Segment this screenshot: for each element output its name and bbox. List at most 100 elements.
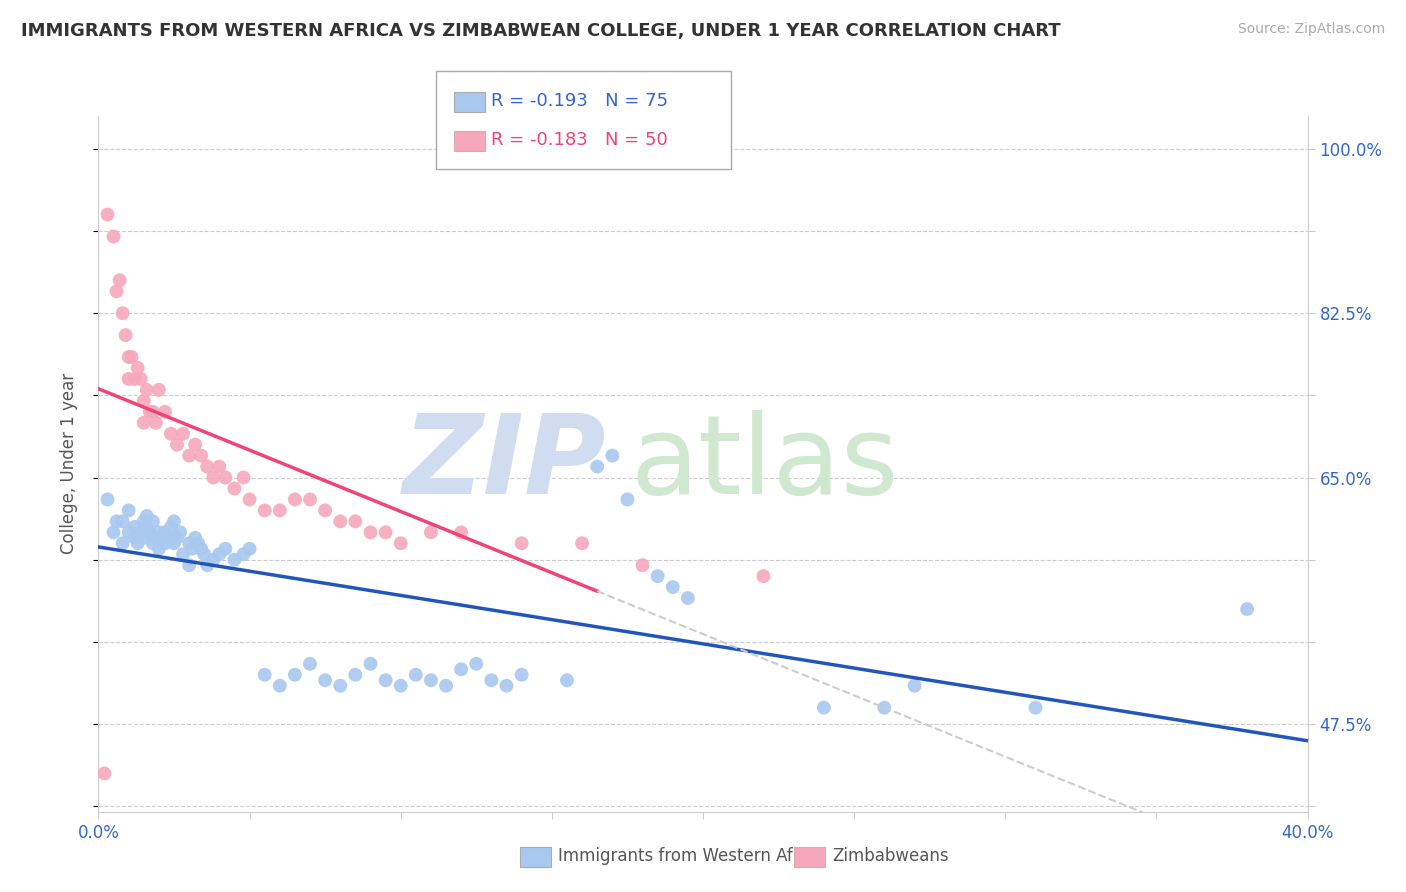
Point	[150, 531, 173, 545]
Point	[135, 520, 157, 534]
Point	[481, 673, 503, 688]
Point	[190, 541, 212, 556]
Point	[127, 361, 149, 376]
Point	[142, 405, 165, 419]
Point	[616, 492, 638, 507]
Point	[510, 667, 533, 681]
Point	[434, 679, 457, 693]
Point	[172, 547, 194, 561]
Point	[1024, 700, 1046, 714]
Point	[873, 700, 896, 714]
Point	[179, 449, 201, 463]
Point	[153, 525, 176, 540]
Point	[202, 552, 225, 566]
Point	[118, 525, 141, 540]
Point	[139, 405, 162, 419]
Point	[148, 525, 170, 540]
Point	[96, 208, 118, 222]
Point	[314, 503, 336, 517]
Point	[269, 679, 291, 693]
Point	[132, 416, 155, 430]
Point	[118, 350, 141, 364]
Point	[108, 273, 131, 287]
Point	[114, 328, 136, 343]
Point	[148, 541, 170, 556]
Point	[142, 536, 165, 550]
Point	[208, 459, 231, 474]
Point	[132, 393, 155, 408]
Text: ZIP: ZIP	[402, 410, 606, 517]
Point	[299, 492, 322, 507]
Point	[129, 372, 152, 386]
Y-axis label: College, Under 1 year: College, Under 1 year	[59, 373, 77, 555]
Text: Source: ZipAtlas.com: Source: ZipAtlas.com	[1237, 22, 1385, 37]
Point	[139, 525, 162, 540]
Point	[253, 503, 276, 517]
Point	[153, 536, 176, 550]
Text: Zimbabweans: Zimbabweans	[832, 847, 949, 865]
Point	[127, 536, 149, 550]
Point	[631, 558, 654, 573]
Point	[124, 531, 146, 545]
Point	[105, 514, 128, 528]
Point	[224, 482, 246, 496]
Point	[360, 525, 382, 540]
Text: IMMIGRANTS FROM WESTERN AFRICA VS ZIMBABWEAN COLLEGE, UNDER 1 YEAR CORRELATION C: IMMIGRANTS FROM WESTERN AFRICA VS ZIMBAB…	[21, 22, 1060, 40]
Point	[647, 569, 669, 583]
Point	[142, 514, 165, 528]
Point	[181, 541, 204, 556]
Point	[111, 514, 134, 528]
Point	[752, 569, 775, 583]
Point	[93, 766, 115, 780]
Point	[813, 700, 835, 714]
Point	[135, 508, 157, 523]
Point	[169, 525, 191, 540]
Point	[135, 383, 157, 397]
Point	[904, 679, 927, 693]
Point	[184, 531, 207, 545]
Point	[344, 514, 367, 528]
Point	[208, 547, 231, 561]
Point	[96, 492, 118, 507]
Point	[420, 525, 443, 540]
Point	[103, 525, 125, 540]
Point	[184, 438, 207, 452]
Point	[450, 525, 472, 540]
Point	[153, 405, 176, 419]
Point	[132, 531, 155, 545]
Point	[389, 536, 412, 550]
Point	[374, 673, 396, 688]
Point	[214, 470, 236, 484]
Point	[160, 520, 183, 534]
Point	[148, 383, 170, 397]
Point	[676, 591, 699, 605]
Point	[224, 552, 246, 566]
Point	[166, 438, 188, 452]
Point	[163, 514, 186, 528]
Point	[179, 558, 201, 573]
Point	[145, 531, 167, 545]
Point	[232, 547, 254, 561]
Point	[299, 657, 322, 671]
Point	[111, 306, 134, 320]
Point	[360, 657, 382, 671]
Point	[132, 514, 155, 528]
Point	[145, 416, 167, 430]
Point	[214, 541, 236, 556]
Point	[103, 229, 125, 244]
Point	[571, 536, 593, 550]
Point	[121, 350, 143, 364]
Point	[202, 470, 225, 484]
Point	[105, 285, 128, 299]
Point	[662, 580, 685, 594]
Point	[284, 667, 307, 681]
Point	[405, 667, 427, 681]
Point	[111, 536, 134, 550]
Point	[118, 372, 141, 386]
Point	[465, 657, 488, 671]
Point	[450, 662, 472, 676]
Point	[344, 667, 367, 681]
Point	[179, 536, 201, 550]
Point	[374, 525, 396, 540]
Point	[329, 514, 352, 528]
